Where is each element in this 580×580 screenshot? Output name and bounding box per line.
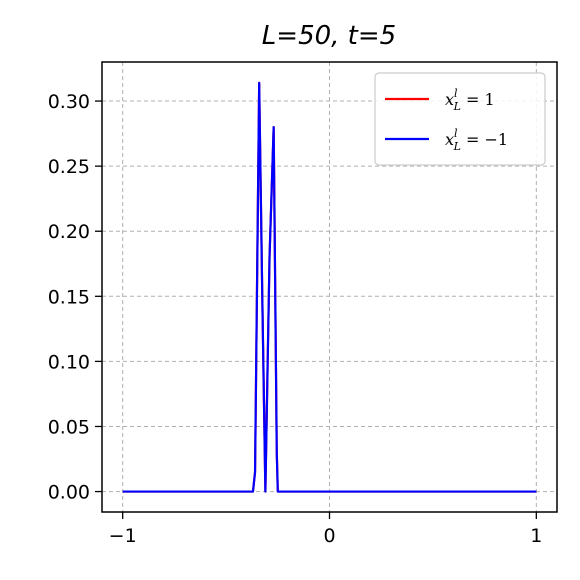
series-line-2 xyxy=(122,81,537,493)
y-tick-label: 0.05 xyxy=(48,416,90,438)
legend-label: xl L = 1 xyxy=(445,87,495,113)
x-tick-label: 1 xyxy=(530,525,542,547)
ticks: −1 0 1 0.00 0.05 0.10 0.15 0.20 0.25 0.30 xyxy=(48,91,543,547)
legend-label: xl L = −1 xyxy=(445,127,508,153)
legend-box xyxy=(374,72,546,166)
y-tick-label: 0.20 xyxy=(48,221,90,243)
y-tick-label: 0.25 xyxy=(48,156,90,178)
y-tick-label: 0.00 xyxy=(48,482,90,504)
legend: xl L = 1 xl L = −1 xyxy=(374,72,546,166)
y-tick-label: 0.30 xyxy=(48,91,90,113)
series-layer xyxy=(122,81,537,493)
y-tick-label: 0.15 xyxy=(48,286,90,308)
chart-title: L=50, t=5 xyxy=(262,21,396,51)
y-tick-label: 0.10 xyxy=(48,351,90,373)
x-tick-label: 0 xyxy=(323,525,335,547)
x-tick-label: −1 xyxy=(109,525,137,547)
